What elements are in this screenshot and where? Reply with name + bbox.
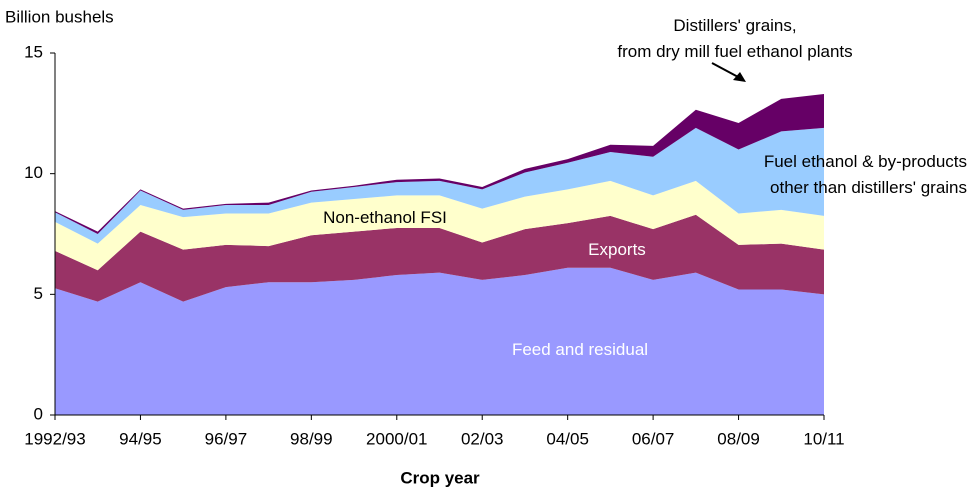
y-tick-label: 5: [34, 284, 43, 303]
x-tick-label: 1992/93: [24, 429, 85, 448]
area: [55, 214, 824, 302]
areas: [55, 94, 824, 415]
y-tick-label: 15: [24, 42, 43, 61]
series-label: Exports: [588, 240, 646, 259]
y-tick-label: 10: [24, 163, 43, 182]
series-label: Distillers' grains, from dry mill fuel e…: [617, 16, 853, 61]
x-tick-label: 02/03: [461, 429, 504, 448]
area: [55, 180, 824, 271]
x-tick-label: 10/11: [803, 429, 844, 448]
y-axis-label: Billion bushels: [5, 7, 114, 26]
annotation-arrowhead: [733, 72, 746, 82]
y-tick-label: 0: [34, 404, 43, 423]
series-label: Fuel ethanol & by-products other than di…: [763, 152, 967, 197]
x-tick-label: 06/07: [632, 429, 675, 448]
area: [55, 267, 824, 415]
x-tick-label: 08/09: [717, 429, 760, 448]
x-tick-label: 2000/01: [366, 429, 427, 448]
area: [55, 127, 824, 244]
annotation-arrow: [711, 62, 741, 79]
series-label: Non-ethanol FSI: [323, 208, 447, 227]
x-tick-label: 04/05: [546, 429, 589, 448]
x-tick-label: 94/95: [119, 429, 162, 448]
x-tick-label: 96/97: [205, 429, 248, 448]
series-label: Feed and residual: [511, 340, 649, 359]
x-axis-label: Crop year: [400, 468, 480, 487]
x-tick-label: 98/99: [290, 429, 333, 448]
